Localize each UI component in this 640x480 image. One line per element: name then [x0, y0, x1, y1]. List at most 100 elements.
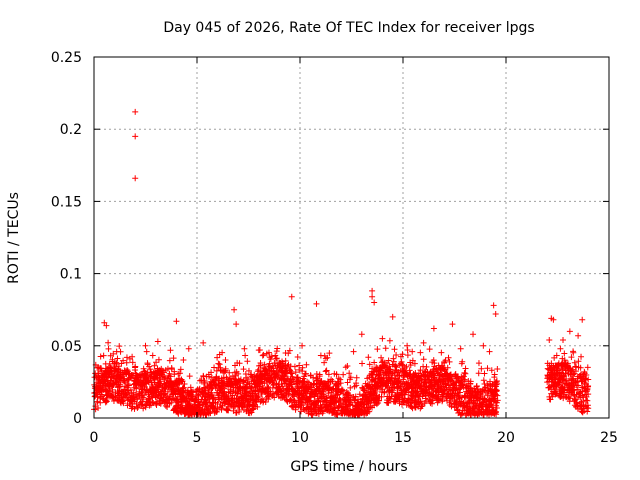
data-point [95, 370, 102, 377]
data-point [200, 339, 207, 346]
data-point [494, 380, 501, 387]
data-point [442, 357, 449, 364]
data-point [374, 346, 381, 353]
data-point [583, 372, 590, 379]
data-point [141, 392, 148, 399]
data-point [346, 370, 353, 377]
data-point [153, 359, 160, 366]
data-point [369, 287, 376, 294]
data-point [420, 356, 427, 363]
data-point [181, 381, 188, 388]
data-point [395, 377, 402, 384]
data-point [366, 408, 373, 415]
data-point [110, 350, 117, 357]
data-point [490, 302, 497, 309]
data-point [430, 325, 437, 332]
data-point [459, 358, 466, 365]
data-point [288, 370, 295, 377]
data-point [309, 412, 316, 419]
data-point [149, 352, 156, 359]
data-point [142, 342, 149, 349]
data-point [94, 398, 101, 405]
data-point [105, 339, 112, 346]
data-point [102, 399, 109, 406]
data-point [399, 351, 406, 358]
data-point [124, 381, 131, 388]
data-point [344, 379, 351, 386]
data-point [352, 393, 359, 400]
data-point [575, 382, 582, 389]
data-point [494, 366, 501, 373]
x-tick-label: 10 [291, 430, 309, 446]
data-point [286, 347, 293, 354]
data-point [337, 376, 344, 383]
y-axis-title: ROTI / TECUs [6, 192, 22, 284]
data-point [492, 311, 499, 318]
data-point [581, 407, 588, 414]
data-point [435, 397, 442, 404]
data-point [331, 405, 338, 412]
data-point [578, 398, 585, 405]
data-point [430, 357, 437, 364]
data-point [473, 382, 480, 389]
data-point [288, 293, 295, 300]
data-point [195, 392, 202, 399]
data-point [235, 370, 242, 377]
data-point [255, 347, 262, 354]
data-point [407, 362, 414, 369]
data-point [125, 387, 132, 394]
data-point [329, 378, 336, 385]
data-point [326, 350, 333, 357]
data-point [457, 345, 464, 352]
data-point [174, 399, 181, 406]
data-point [325, 371, 332, 378]
data-point [389, 313, 396, 320]
data-point [310, 374, 317, 381]
x-tick-label: 15 [394, 430, 412, 446]
data-point [180, 357, 187, 364]
axis-ticks: 0 5 10 15 20 25 0 0.05 0.1 0.15 0.2 0.25 [51, 50, 618, 446]
data-point [216, 351, 223, 358]
data-point [236, 360, 243, 367]
data-point [147, 366, 154, 373]
y-tick-label: 0.05 [51, 339, 82, 355]
data-point [382, 345, 389, 352]
data-point [557, 345, 564, 352]
data-point [221, 388, 228, 395]
data-point [329, 386, 336, 393]
data-point [480, 342, 487, 349]
data-point [323, 367, 330, 374]
data-point [481, 370, 488, 377]
data-point [127, 386, 134, 393]
data-point [549, 393, 556, 400]
data-point [390, 358, 397, 365]
data-point [112, 393, 119, 400]
data-point [568, 354, 575, 361]
data-point [456, 386, 463, 393]
data-point [561, 373, 568, 380]
data-point [493, 411, 500, 418]
data-point [254, 403, 261, 410]
data-point [299, 342, 306, 349]
data-point [291, 363, 298, 370]
data-point [113, 359, 120, 366]
data-point [423, 398, 430, 405]
data-point [353, 374, 360, 381]
data-point [584, 383, 591, 390]
data-point [367, 391, 374, 398]
data-point [268, 353, 275, 360]
data-point [475, 360, 482, 367]
data-point [359, 360, 366, 367]
data-point [366, 361, 373, 368]
data-point [462, 370, 469, 377]
x-tick-label: 5 [193, 430, 202, 446]
chart-title: Day 045 of 2026, Rate Of TEC Index for r… [163, 20, 534, 36]
data-point [493, 404, 500, 411]
data-point [154, 338, 161, 345]
data-point [296, 366, 303, 373]
data-point [461, 369, 468, 376]
data-point [315, 411, 322, 418]
data-point [585, 405, 592, 412]
data-point [313, 300, 320, 307]
data-point [132, 108, 139, 115]
